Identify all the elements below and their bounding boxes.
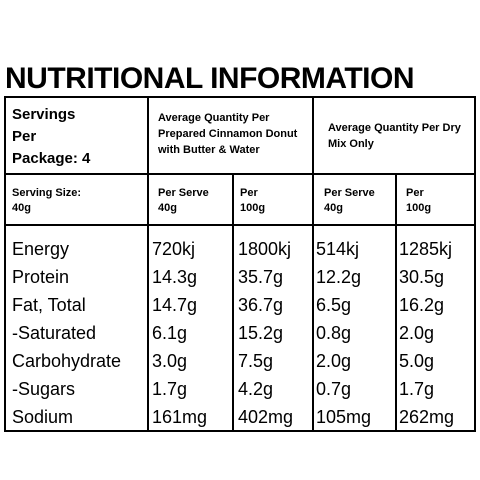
value-cell: 16.2g — [399, 295, 445, 315]
header-prepared: Average Quantity Per Prepared Cinnamon D… — [158, 112, 298, 156]
table-row: -Sugars 1.7g 4.2g 0.7g 1.7g — [6, 375, 474, 403]
divider — [6, 224, 474, 226]
value-cell: 14.3g — [152, 267, 198, 287]
subheader-line-1: Per Serve — [158, 187, 209, 199]
table-row: Fat, Total 14.7g 36.7g 6.5g 16.2g — [6, 291, 474, 319]
value-cell: 6.1g — [152, 323, 188, 343]
servings-per-package: Servings Per Package: 4 — [12, 104, 147, 170]
value-cell: 36.7g — [238, 295, 284, 315]
value-cell: 14.7g — [152, 295, 198, 315]
value-cell: 5.0g — [399, 351, 435, 371]
nutrient-name: Energy — [12, 239, 70, 259]
value-cell: 35.7g — [238, 267, 284, 287]
nutrient-name: -Sugars — [12, 379, 76, 399]
value-cell: 3.0g — [152, 351, 188, 371]
value-cell: 30.5g — [399, 267, 445, 287]
value-cell: 262mg — [399, 407, 455, 427]
page-title: NUTRITIONAL INFORMATION — [5, 62, 415, 95]
nutrition-table: Servings Per Package: 4 Average Quantity… — [4, 96, 476, 432]
value-cell: 1285kj — [399, 239, 453, 259]
value-cell: 0.7g — [316, 379, 352, 399]
serving-size-label: Serving Size: — [12, 187, 82, 199]
value-cell: 2.0g — [399, 323, 435, 343]
value-cell: 0.8g — [316, 323, 352, 343]
nutrient-name: Sodium — [12, 407, 74, 427]
divider — [147, 98, 149, 430]
value-cell: 6.5g — [316, 295, 352, 315]
table-row: Sodium 161mg 402mg 105mg 262mg — [6, 403, 474, 431]
subheader-line-2: 40g — [324, 202, 343, 214]
table-row: Carbohydrate 3.0g 7.5g 2.0g 5.0g — [6, 347, 474, 375]
serving-size: Serving Size: 40g — [12, 186, 147, 216]
table-row: -Saturated 6.1g 15.2g 0.8g 2.0g — [6, 319, 474, 347]
servings-line-1: Servings — [12, 106, 76, 123]
divider — [232, 173, 234, 430]
subheader-line-1: Per Serve — [324, 187, 375, 199]
nutrient-name: -Saturated — [12, 323, 97, 343]
table-row: Protein 14.3g 35.7g 12.2g 30.5g — [6, 263, 474, 291]
subheader-line-2: 40g — [158, 202, 177, 214]
value-cell: 402mg — [238, 407, 294, 427]
subheader-line-2: 100g — [406, 202, 432, 214]
divider — [312, 98, 314, 430]
value-cell: 720kj — [152, 239, 196, 259]
nutrient-name: Carbohydrate — [12, 351, 122, 371]
subheader-line-1: Per — [240, 187, 258, 199]
value-cell: 161mg — [152, 407, 208, 427]
value-cell: 15.2g — [238, 323, 284, 343]
subheader-line-1: Per — [406, 187, 424, 199]
subheader-line-2: 100g — [240, 202, 266, 214]
header-dry-mix: Average Quantity Per Dry Mix Only — [328, 122, 461, 150]
value-cell: 1.7g — [152, 379, 188, 399]
subheader-dry-per-serve: Per Serve 40g — [324, 186, 404, 216]
value-cell: 2.0g — [316, 351, 352, 371]
value-cell: 1.7g — [399, 379, 435, 399]
subheader-prepared-per-serve: Per Serve 40g — [158, 186, 238, 216]
value-cell: 7.5g — [238, 351, 274, 371]
divider — [6, 173, 474, 175]
value-cell: 12.2g — [316, 267, 362, 287]
value-cell: 514kj — [316, 239, 360, 259]
divider — [395, 173, 397, 430]
value-cell: 4.2g — [238, 379, 274, 399]
table-row: Energy 720kj 1800kj 514kj 1285kj — [6, 235, 474, 263]
nutrient-name: Fat, Total — [12, 295, 86, 315]
value-cell: 1800kj — [238, 239, 292, 259]
nutrient-name: Protein — [12, 267, 70, 287]
subheader-dry-per-100g: Per 100g — [406, 186, 476, 216]
servings-line-3: Package: 4 — [12, 150, 91, 167]
serving-size-value: 40g — [12, 202, 31, 214]
subheader-prepared-per-100g: Per 100g — [240, 186, 320, 216]
servings-line-2: Per — [12, 128, 37, 145]
value-cell: 105mg — [316, 407, 372, 427]
